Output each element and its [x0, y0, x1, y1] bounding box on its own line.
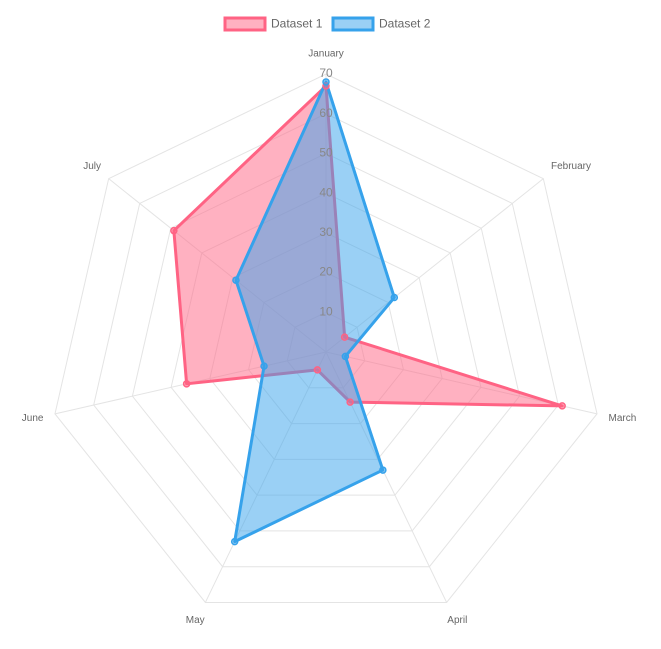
tick-label: 40 — [319, 185, 333, 199]
grid-line — [131, 152, 521, 532]
data-point — [260, 362, 268, 370]
data-point — [182, 380, 191, 388]
tick-label: 70 — [319, 66, 333, 80]
axis-label: July — [83, 161, 101, 172]
data-point — [390, 293, 399, 302]
data-point — [341, 352, 350, 361]
legend-label: Dataset 1 — [271, 17, 323, 31]
axis-label: March — [609, 413, 637, 424]
series-area — [233, 80, 396, 544]
axis-label: February — [551, 161, 591, 172]
data-point — [232, 276, 240, 284]
data-point — [170, 226, 178, 235]
legend-label: Dataset 2 — [379, 17, 431, 31]
tick-label: 30 — [319, 225, 333, 239]
data-point — [230, 537, 239, 546]
tick-label: 10 — [319, 304, 333, 318]
data-point — [379, 466, 387, 474]
data-point — [346, 398, 354, 406]
axis-label: January — [308, 49, 344, 60]
axis-label: June — [22, 413, 44, 424]
tick-label: 60 — [319, 106, 333, 120]
tick-label: 50 — [319, 146, 333, 160]
data-point — [558, 402, 566, 410]
legend-swatch — [223, 16, 267, 32]
grid-line — [54, 73, 598, 603]
data-point — [322, 78, 330, 86]
grid-line — [93, 113, 559, 568]
axis-label: April — [447, 615, 467, 626]
data-point — [313, 366, 322, 374]
legend-swatch — [331, 16, 375, 32]
tick-label: 20 — [319, 265, 333, 279]
axis-label: May — [186, 615, 205, 626]
data-point — [340, 333, 349, 341]
